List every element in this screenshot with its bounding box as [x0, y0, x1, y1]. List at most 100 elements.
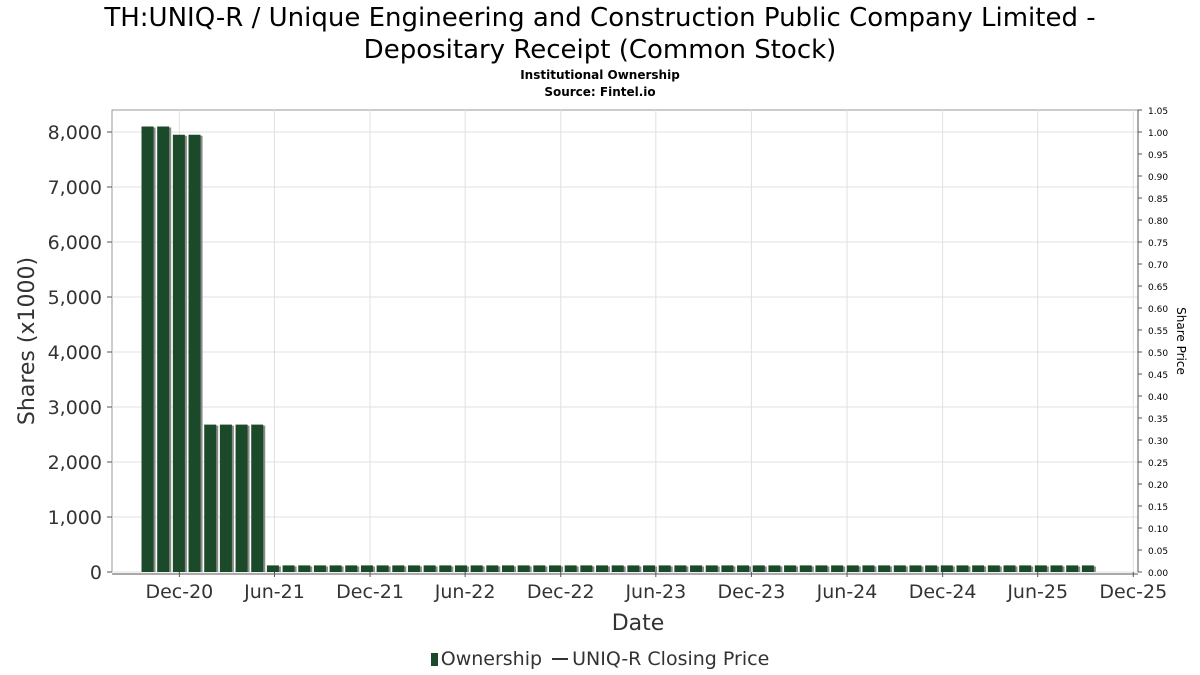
- bar: [752, 565, 765, 572]
- bar: [1066, 565, 1079, 572]
- y-tick-label: 6,000: [48, 232, 102, 254]
- y2-tick-label: 0.60: [1148, 305, 1168, 315]
- bar: [893, 565, 906, 572]
- x-tick-label: Dec-21: [336, 581, 404, 603]
- y2-tick-label: 0.05: [1148, 547, 1168, 557]
- bar: [157, 126, 170, 572]
- y-tick-label: 1,000: [48, 507, 102, 529]
- chart-legend: Ownership UNIQ-R Closing Price: [0, 647, 1200, 670]
- y2-tick-label: 0.20: [1148, 481, 1168, 491]
- y2-tick-label: 0.55: [1148, 327, 1168, 337]
- bar: [141, 126, 154, 572]
- bar: [627, 565, 640, 572]
- bar: [972, 565, 985, 572]
- bar: [407, 565, 420, 572]
- bar: [251, 424, 264, 572]
- y2-tick-label: 0.90: [1148, 173, 1168, 183]
- bar: [501, 565, 514, 572]
- bar: [282, 565, 295, 572]
- bar: [533, 565, 546, 572]
- x-tick-label: Jun-25: [1006, 581, 1068, 603]
- y2-tick-label: 0.85: [1148, 195, 1168, 205]
- bar: [172, 134, 185, 572]
- y2-tick-label: 0.00: [1148, 569, 1168, 579]
- y2-tick-label: 0.80: [1148, 217, 1168, 227]
- bar: [643, 565, 656, 572]
- bar: [345, 565, 358, 572]
- legend-item-ownership: Ownership: [430, 648, 542, 670]
- x-tick-label: Dec-22: [527, 581, 595, 603]
- bar: [1034, 565, 1047, 572]
- bar: [815, 565, 828, 572]
- bar: [392, 565, 405, 572]
- y-tick-label: 5,000: [48, 287, 102, 309]
- y2-tick-label: 0.15: [1148, 503, 1168, 513]
- bar: [548, 565, 561, 572]
- x-tick-label: Jun-21: [243, 581, 305, 603]
- bar: [909, 565, 922, 572]
- title-line-2: Depositary Receipt (Common Stock): [363, 35, 837, 65]
- x-tick-label: Dec-24: [909, 581, 977, 603]
- bar: [940, 565, 953, 572]
- y-axis-label: Shares (x1000): [15, 257, 40, 425]
- bar: [1081, 565, 1094, 572]
- x-tick-label: Dec-25: [1099, 581, 1167, 603]
- y2-tick-label: 0.50: [1148, 349, 1168, 359]
- bar: [956, 565, 969, 572]
- bar: [486, 565, 499, 572]
- bar: [596, 565, 609, 572]
- bar: [360, 565, 373, 572]
- y2-tick-label: 1.00: [1148, 129, 1168, 139]
- x-tick-label: Jun-22: [434, 581, 496, 603]
- legend-label-price: UNIQ-R Closing Price: [572, 647, 770, 670]
- y2-tick-label: 0.35: [1148, 415, 1168, 425]
- bar: [329, 565, 342, 572]
- y2-tick-label: 1.05: [1148, 107, 1168, 117]
- x-tick-label: Dec-23: [718, 581, 786, 603]
- bar: [235, 424, 248, 572]
- legend-item-price: UNIQ-R Closing Price: [552, 648, 769, 670]
- bar: [878, 565, 891, 572]
- bar: [784, 565, 797, 572]
- plot-area: [111, 109, 1139, 573]
- y2-tick-label: 0.30: [1148, 437, 1168, 447]
- y2-tick-label: 0.75: [1148, 239, 1168, 249]
- y2-tick-label: 0.70: [1148, 261, 1168, 271]
- bar: [690, 565, 703, 572]
- bar: [737, 565, 750, 572]
- bar: [862, 565, 875, 572]
- legend-swatch-price: [552, 658, 569, 660]
- bar: [266, 565, 279, 572]
- x-tick-label: Jun-24: [816, 581, 878, 603]
- bar: [674, 565, 687, 572]
- y2-axis-label: Share Price: [1174, 307, 1188, 375]
- bar: [188, 134, 201, 572]
- bar: [658, 565, 671, 572]
- bar: [298, 565, 311, 572]
- bar: [470, 565, 483, 572]
- y-tick-label: 7,000: [48, 177, 102, 199]
- bar: [219, 424, 232, 572]
- bar: [517, 565, 530, 572]
- x-tick-label: Jun-23: [624, 581, 686, 603]
- bar: [454, 565, 467, 572]
- bar: [611, 565, 624, 572]
- bar: [768, 565, 781, 572]
- bar: [204, 424, 217, 572]
- y-tick-label: 4,000: [48, 342, 102, 364]
- chart-title: TH:UNIQ-R / Unique Engineering and Const…: [0, 2, 1200, 66]
- bar: [925, 565, 938, 572]
- bar: [846, 565, 859, 572]
- bar: [1003, 565, 1016, 572]
- bar: [580, 565, 593, 572]
- x-axis-label: Date: [612, 611, 665, 636]
- y2-tick-label: 0.65: [1148, 283, 1168, 293]
- y2-tick-label: 0.95: [1148, 151, 1168, 161]
- bar: [313, 565, 326, 572]
- y-tick-label: 0: [90, 562, 102, 584]
- chart-source: Source: Fintel.io: [544, 85, 656, 99]
- bar: [831, 565, 844, 572]
- bar: [705, 565, 718, 572]
- y2-tick-label: 0.10: [1148, 525, 1168, 535]
